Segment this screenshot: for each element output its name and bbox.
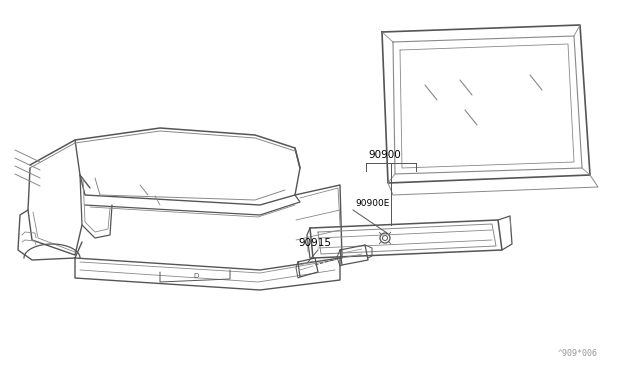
Text: 90900E: 90900E <box>355 199 389 208</box>
Text: D: D <box>193 273 198 279</box>
Text: 90915: 90915 <box>298 238 331 248</box>
Text: 90900: 90900 <box>368 150 401 160</box>
Text: ^909*006: ^909*006 <box>558 349 598 358</box>
